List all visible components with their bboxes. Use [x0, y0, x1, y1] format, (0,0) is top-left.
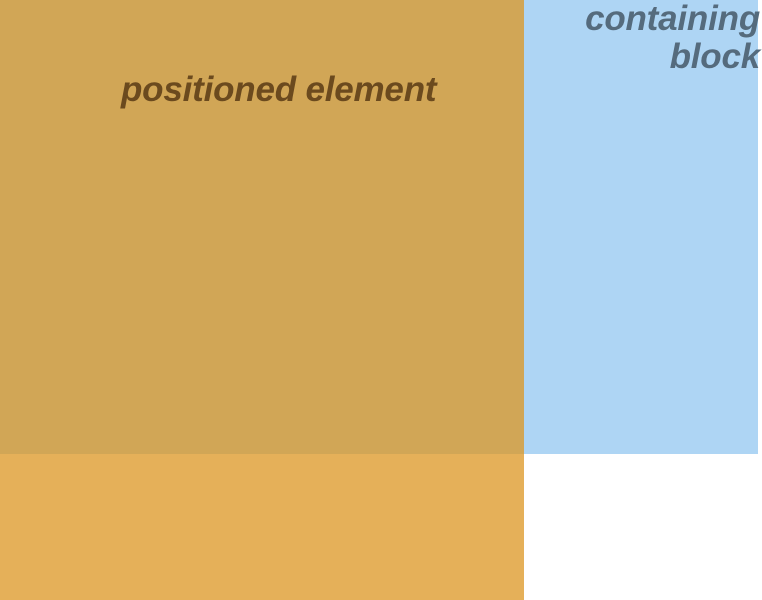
- positioned-element-label: positioned element: [121, 70, 437, 109]
- positioned-element-box: [0, 0, 524, 600]
- containing-block-label: containing block: [585, 0, 760, 76]
